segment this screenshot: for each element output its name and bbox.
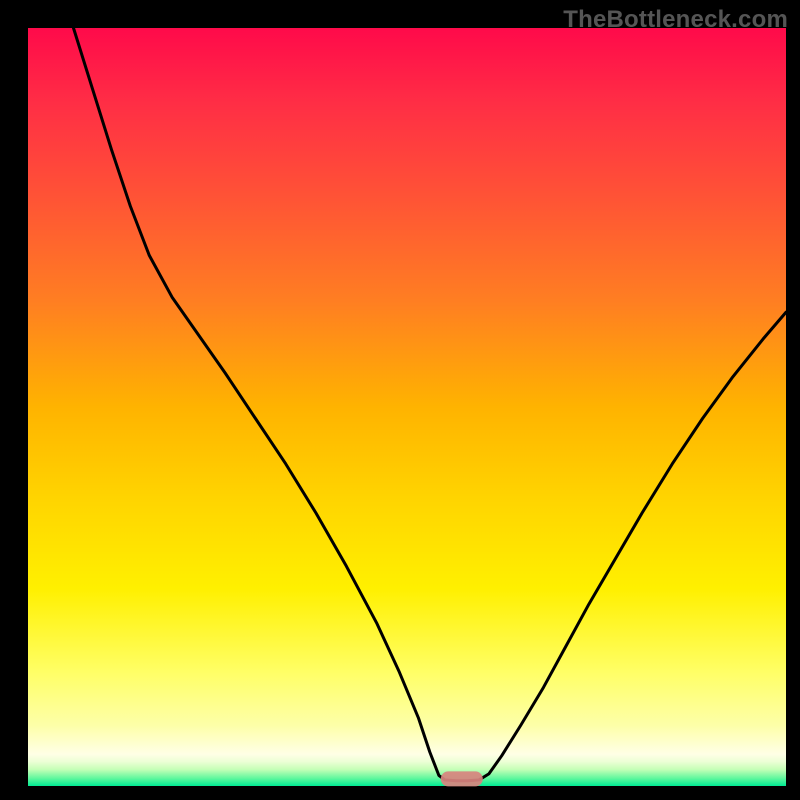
optimum-marker xyxy=(440,772,482,787)
plot-background xyxy=(28,28,786,786)
watermark-text: TheBottleneck.com xyxy=(563,6,788,34)
plot-svg xyxy=(28,28,786,786)
plot-area xyxy=(28,28,786,786)
chart-stage: TheBottleneck.com xyxy=(0,0,800,800)
